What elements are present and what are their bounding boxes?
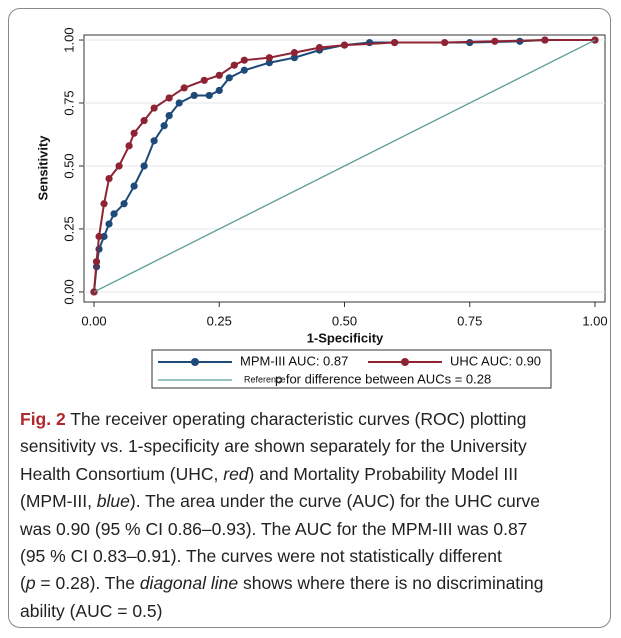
point: [175, 99, 183, 107]
caption-text: ability (AUC = 0.5): [20, 600, 163, 621]
x-tick-label: 0.50: [332, 313, 357, 328]
point: [92, 258, 101, 266]
point: [165, 94, 173, 102]
point: [130, 182, 138, 190]
legend-label: MPM-III AUC: 0.87: [240, 353, 348, 368]
caption-text: diagonal line: [139, 573, 239, 594]
legend-marker: [191, 358, 199, 366]
point: [110, 210, 118, 218]
legend-label: Reference: [244, 374, 286, 384]
point: [315, 43, 324, 52]
x-axis-title: 1-Specificity: [307, 330, 384, 345]
point: [240, 56, 248, 64]
caption-line: Fig. 2 The receiver operating characteri…: [20, 406, 544, 433]
point: [140, 117, 148, 125]
caption-line: (MPM-III, blue). The area under the curv…: [20, 488, 544, 515]
caption-text: was 0.90 (95 % CI 0.86–0.93). The AUC fo…: [20, 518, 528, 539]
point: [140, 162, 148, 170]
point: [215, 71, 223, 79]
caption-text: (95 % CI 0.83–0.91). The curves were not…: [20, 546, 502, 567]
point: [225, 74, 233, 82]
point: [165, 112, 173, 120]
point: [205, 91, 213, 100]
x-tick-label: 0.75: [457, 313, 482, 328]
point: [180, 84, 188, 92]
caption-text: ). The area under the curve (AUC) for th…: [129, 491, 541, 512]
caption-text: p: [25, 573, 36, 594]
point: [541, 36, 549, 44]
point: [150, 104, 158, 112]
point: [100, 232, 108, 241]
point: [290, 49, 299, 57]
point: [190, 91, 198, 100]
legend-label: UHC AUC: 0.90: [450, 353, 541, 368]
caption-line: sensitivity vs. 1-specificity are shown …: [20, 433, 544, 460]
caption-line: (p = 0.28). The diagonal line shows wher…: [20, 570, 544, 597]
point: [115, 162, 123, 170]
caption-line: Health Consortium (UHC, red) and Mortali…: [20, 461, 544, 488]
point: [591, 36, 599, 44]
caption-line: was 0.90 (95 % CI 0.86–0.93). The AUC fo…: [20, 516, 544, 543]
point: [105, 174, 113, 183]
chart: 1-Specificity Sensitivity p for differen…: [35, 27, 608, 389]
caption-line: (95 % CI 0.83–0.91). The curves were not…: [20, 543, 544, 570]
y-tick-label: 1.00: [61, 27, 76, 52]
point: [240, 66, 248, 74]
caption-line: ability (AUC = 0.5): [20, 598, 544, 625]
point: [120, 200, 128, 208]
y-axis-title: Sensitivity: [35, 135, 50, 201]
caption-text: The receiver operating characteristic cu…: [65, 409, 527, 429]
point: [441, 38, 449, 47]
point: [365, 38, 374, 47]
x-tick-label: 0.25: [207, 313, 232, 328]
point: [340, 41, 349, 49]
point: [200, 76, 208, 84]
x-tick-label: 1.00: [582, 313, 607, 328]
caption-text: blue: [96, 491, 130, 512]
point: [290, 54, 299, 62]
caption-text: sensitivity vs. 1-specificity are shown …: [20, 436, 527, 457]
point: [105, 220, 113, 228]
caption-text: Health Consortium (UHC,: [20, 463, 224, 484]
caption-text: = 0.28). The: [35, 573, 140, 594]
y-tick-label: 0.25: [61, 216, 76, 241]
point: [125, 142, 133, 150]
y-tick-label: 0.00: [61, 279, 76, 304]
figure-frame: [8, 8, 611, 628]
legend-box: [151, 349, 552, 389]
caption-text: Fig. 2: [20, 409, 66, 429]
point: [390, 38, 399, 47]
legend-marker: [401, 358, 409, 366]
point: [150, 137, 158, 145]
y-tick-label: 0.50: [61, 153, 76, 178]
caption-text: (: [20, 573, 26, 594]
point: [491, 37, 499, 45]
point: [130, 129, 138, 137]
point: [160, 122, 168, 130]
caption: Fig. 2 The receiver operating characteri…: [20, 406, 544, 625]
x-tick-label: 0.00: [81, 313, 106, 328]
point: [265, 59, 273, 67]
point: [265, 54, 273, 62]
plot-frame: [83, 34, 606, 303]
point: [230, 61, 238, 69]
caption-text: shows where there is no discriminating: [238, 573, 544, 594]
point: [95, 232, 103, 241]
y-tick-label: 0.75: [61, 90, 76, 115]
annotation: p for difference between AUCs = 0.28: [275, 371, 491, 386]
caption-text: ) and Mortality Probability Model III: [248, 463, 518, 484]
point: [215, 86, 223, 95]
caption-text: red: [223, 463, 249, 484]
caption-text: (MPM-III,: [20, 491, 97, 512]
point: [100, 200, 108, 208]
series-line: [93, 39, 596, 293]
